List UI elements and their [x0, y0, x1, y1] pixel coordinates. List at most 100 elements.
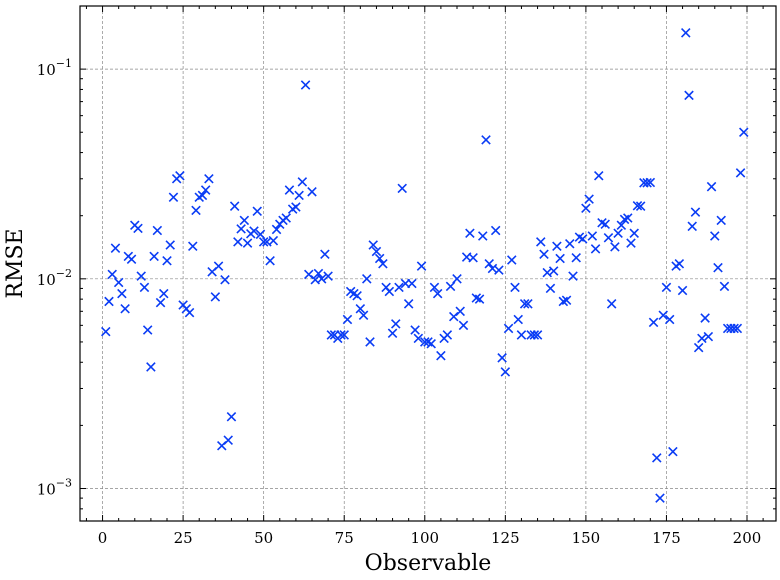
- data-point-marker: [500, 367, 511, 377]
- data-point-marker: [732, 323, 743, 334]
- data-point-marker: [371, 246, 382, 257]
- data-point-marker: [220, 274, 230, 285]
- data-point-marker: [655, 493, 665, 503]
- data-point-marker: [652, 453, 662, 463]
- data-point-marker: [539, 249, 549, 259]
- data-point-marker: [674, 258, 685, 269]
- data-point-marker: [471, 293, 482, 303]
- data-point-marker: [184, 307, 195, 318]
- data-point-marker: [555, 253, 565, 264]
- data-point-marker: [126, 254, 137, 264]
- data-point-marker: [629, 228, 639, 238]
- data-point-marker: [623, 213, 633, 223]
- data-point-marker: [684, 90, 694, 101]
- data-point-marker: [294, 190, 304, 201]
- data-point-marker: [706, 181, 717, 192]
- data-point-marker: [484, 258, 494, 269]
- data-point-marker: [529, 330, 540, 340]
- data-point-marker: [490, 225, 501, 236]
- data-point-marker: [426, 339, 436, 349]
- data-point-marker: [658, 310, 668, 321]
- data-point-marker: [716, 215, 726, 226]
- data-point-marker: [648, 317, 659, 328]
- y-tick-label: 10−1: [37, 57, 72, 79]
- data-point-marker: [613, 228, 623, 238]
- data-point-marker: [297, 177, 308, 187]
- data-point-marker: [452, 274, 462, 284]
- data-point-marker: [107, 269, 117, 280]
- data-point-marker: [323, 271, 333, 281]
- x-axis-label: Observable: [365, 551, 492, 576]
- data-point-marker: [191, 205, 201, 216]
- data-point-marker: [497, 353, 507, 363]
- data-point-marker: [432, 288, 443, 299]
- data-point-marker: [188, 241, 198, 252]
- data-point-marker: [481, 135, 491, 145]
- data-point-marker: [358, 310, 369, 321]
- data-point-marker: [455, 306, 465, 317]
- data-point-marker: [146, 362, 156, 372]
- data-point-marker: [162, 255, 172, 266]
- x-tick-label: 50: [254, 529, 273, 547]
- data-point-marker: [313, 268, 324, 279]
- data-point-marker: [510, 282, 520, 293]
- data-point-marker: [735, 168, 746, 178]
- grid: [80, 6, 776, 521]
- data-point-marker: [281, 213, 291, 223]
- data-point-marker: [677, 285, 688, 296]
- data-point-marker: [626, 238, 636, 248]
- data-point-marker: [104, 296, 114, 307]
- data-point-marker: [561, 295, 572, 306]
- data-point-marker: [606, 299, 617, 309]
- data-point-marker: [552, 241, 562, 252]
- data-point-marker: [645, 177, 656, 188]
- data-point-marker: [519, 299, 530, 309]
- data-point-marker: [503, 323, 514, 334]
- data-point-marker: [687, 221, 697, 232]
- data-point-marker: [416, 261, 427, 271]
- data-point-marker: [403, 299, 414, 309]
- x-tick-label: 25: [174, 529, 193, 547]
- data-point-marker: [635, 201, 646, 211]
- data-point-marker: [300, 80, 311, 90]
- data-point-marker: [242, 238, 253, 248]
- data-point-marker: [374, 253, 385, 264]
- data-point-marker: [700, 313, 710, 323]
- data-point-marker: [664, 314, 675, 325]
- data-point-marker: [590, 244, 601, 254]
- data-point-marker: [642, 178, 652, 188]
- data-point-marker: [558, 296, 569, 307]
- data-point-marker: [478, 231, 488, 241]
- data-point-marker: [339, 330, 349, 340]
- y-tick-label: 10−2: [37, 267, 72, 289]
- data-point-marker: [139, 282, 150, 293]
- y-tick-label: 10−3: [37, 477, 72, 499]
- data-point-marker: [229, 201, 240, 211]
- data-point-marker: [407, 278, 417, 289]
- data-point-marker: [384, 286, 395, 297]
- data-point-marker: [258, 237, 269, 247]
- data-point-marker: [362, 274, 372, 284]
- data-point-marker: [391, 319, 401, 329]
- data-point-marker: [465, 228, 475, 238]
- x-tick-label: 150: [572, 529, 601, 547]
- data-point-marker: [523, 299, 533, 309]
- x-tick-label: 200: [733, 529, 762, 547]
- data-points: [101, 28, 749, 503]
- data-point-marker: [681, 28, 691, 38]
- data-point-marker: [316, 274, 327, 284]
- data-point-marker: [223, 435, 233, 445]
- data-point-marker: [565, 238, 575, 249]
- data-point-marker: [729, 323, 739, 334]
- data-point-marker: [365, 337, 375, 347]
- data-point-marker: [661, 282, 672, 293]
- data-point-marker: [394, 282, 404, 293]
- data-point-marker: [210, 292, 221, 302]
- data-point-marker: [516, 330, 527, 340]
- data-point-marker: [204, 174, 214, 184]
- data-point-marker: [719, 281, 730, 292]
- data-point-marker: [594, 171, 604, 181]
- data-point-marker: [697, 333, 707, 344]
- data-point-marker: [474, 294, 485, 304]
- data-point-marker: [397, 183, 407, 194]
